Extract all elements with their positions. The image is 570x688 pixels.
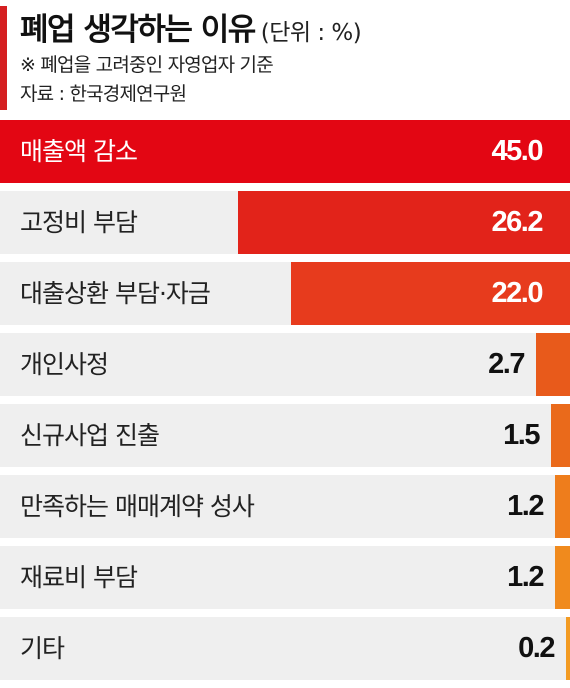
chart-source: 자료 : 한국경제연구원: [20, 83, 187, 105]
value-label: 1.2: [507, 490, 544, 522]
chart-header: 폐업 생각하는 이유 (단위 : %) ※ 폐업을 고려중인 자영업자 기준 자료…: [0, 0, 570, 118]
bar-row: 매출액 감소 45.0: [0, 120, 570, 183]
bar: [238, 191, 570, 254]
bar: [291, 262, 570, 325]
bar-row: 재료비 부담 1.2: [0, 546, 570, 609]
bar-row: 고정비 부담 26.2: [0, 191, 570, 254]
chart-title: 폐업 생각하는 이유: [20, 12, 256, 48]
unit-label: (단위 : %): [260, 20, 362, 46]
bar-row: 만족하는 매매계약 성사 1.2: [0, 475, 570, 538]
value-label: 1.5: [503, 419, 540, 451]
value-label: 26.2: [491, 206, 544, 238]
chart-note: ※ 폐업을 고려중인 자영업자 기준: [20, 54, 274, 76]
bar-row: 개인사정 2.7: [0, 333, 570, 396]
bar: [536, 333, 570, 396]
value-label: 2.7: [488, 348, 525, 380]
category-label: 만족하는 매매계약 성사: [20, 492, 255, 521]
bar: [551, 404, 570, 467]
value-label: 1.2: [507, 561, 544, 593]
title-accent-bar: [0, 6, 7, 110]
category-label: 신규사업 진출: [20, 421, 160, 450]
category-label: 개인사정: [20, 350, 109, 379]
category-label: 기타: [20, 634, 65, 663]
bar: [0, 120, 570, 183]
title-line: 폐업 생각하는 이유 (단위 : %): [20, 4, 362, 49]
category-label: 매출액 감소: [20, 137, 138, 166]
bar-rows: 매출액 감소 45.0 고정비 부담 26.2 대출상환 부담·자금 22.0 개인사정 2.…: [0, 120, 570, 688]
bar: [566, 617, 570, 680]
bar: [555, 546, 570, 609]
bar-row: 신규사업 진출 1.5: [0, 404, 570, 467]
bar-row: 대출상환 부담·자금 22.0: [0, 262, 570, 325]
category-label: 대출상환 부담·자금: [20, 279, 211, 308]
value-label: 45.0: [491, 135, 544, 167]
value-label: 0.2: [518, 632, 555, 664]
category-label: 재료비 부담: [20, 563, 138, 592]
bar-row: 기타 0.2: [0, 617, 570, 680]
bar: [555, 475, 570, 538]
category-label: 고정비 부담: [20, 208, 138, 237]
value-label: 22.0: [491, 277, 544, 309]
